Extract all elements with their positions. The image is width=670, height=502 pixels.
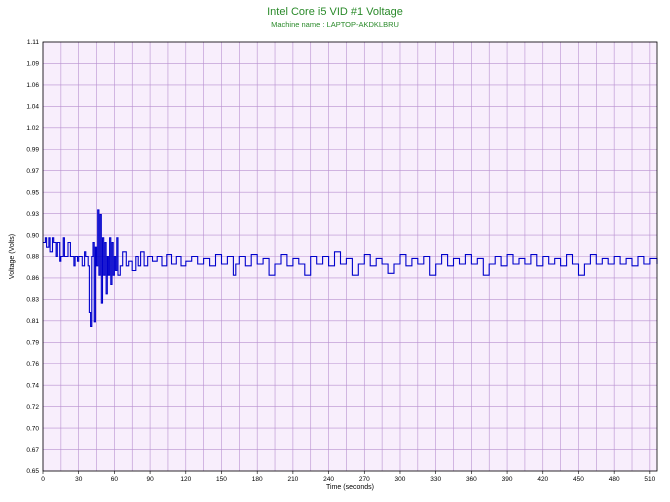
x-tick-label: 210	[287, 476, 298, 483]
y-tick-label: 1.06	[26, 82, 39, 89]
y-tick-label: 1.09	[26, 61, 39, 68]
x-tick-label: 0	[41, 476, 45, 483]
x-tick-labels: 0 30 60 90 120 150 180 210 240 270 300 330 360 390 420…	[41, 471, 656, 483]
y-tick-label: 0.67	[26, 447, 39, 454]
chart-title: Intel Core i5 VID #1 Voltage	[267, 6, 403, 18]
y-tick-label: 1.11	[27, 39, 40, 46]
plot-border	[42, 41, 658, 472]
x-tick-label: 60	[111, 476, 119, 483]
voltage-line	[43, 209, 658, 327]
x-tick-label: 30	[75, 476, 83, 483]
y-tick-label: 0.97	[26, 168, 39, 175]
x-tick-label: 150	[216, 476, 227, 483]
y-tick-label: 0.90	[26, 232, 39, 239]
x-tick-label: 360	[466, 476, 477, 483]
y-tick-label: 0.74	[26, 382, 39, 389]
y-tick-label: 0.79	[26, 340, 39, 347]
x-tick-label: 300	[395, 476, 406, 483]
x-tick-label: 120	[180, 476, 191, 483]
y-tick-labels: 0.65 0.67 0.70 0.72 0.74 0.76 0.79 0.81 0.83 0.86…	[26, 39, 39, 475]
x-tick-label: 180	[252, 476, 263, 483]
chart-subtitle: Machine name : LAPTOP-AKDKLBRU	[271, 20, 399, 29]
x-tick-label: 240	[323, 476, 334, 483]
y-tick-label: 1.02	[26, 125, 39, 132]
y-tick-label: 0.86	[26, 275, 39, 282]
y-tick-label: 0.70	[26, 425, 39, 432]
x-tick-label: 330	[430, 476, 441, 483]
y-tick-label: 0.93	[26, 211, 39, 218]
y-tick-label: 0.99	[26, 146, 39, 153]
y-tick-label: 0.83	[26, 297, 39, 304]
y-tick-label: 0.88	[26, 254, 39, 261]
x-tick-label: 510	[644, 476, 655, 483]
x-tick-label: 90	[146, 476, 154, 483]
y-axis-label: Voltage (Volts)	[9, 234, 16, 279]
x-tick-label: 480	[609, 476, 620, 483]
y-tick-label: 1.04	[26, 104, 39, 111]
y-tick-label: 0.76	[26, 361, 39, 368]
x-tick-label: 270	[359, 476, 370, 483]
x-axis-label: Time (seconds)	[326, 484, 374, 491]
y-tick-label: 0.72	[26, 404, 39, 411]
y-tick-label: 0.81	[26, 318, 39, 325]
x-tick-label: 450	[573, 476, 584, 483]
x-tick-label: 420	[537, 476, 548, 483]
grid-lines	[42, 41, 657, 472]
y-tick-label: 0.95	[26, 189, 39, 196]
y-tick-label: 0.65	[26, 468, 39, 475]
x-tick-label: 390	[502, 476, 513, 483]
